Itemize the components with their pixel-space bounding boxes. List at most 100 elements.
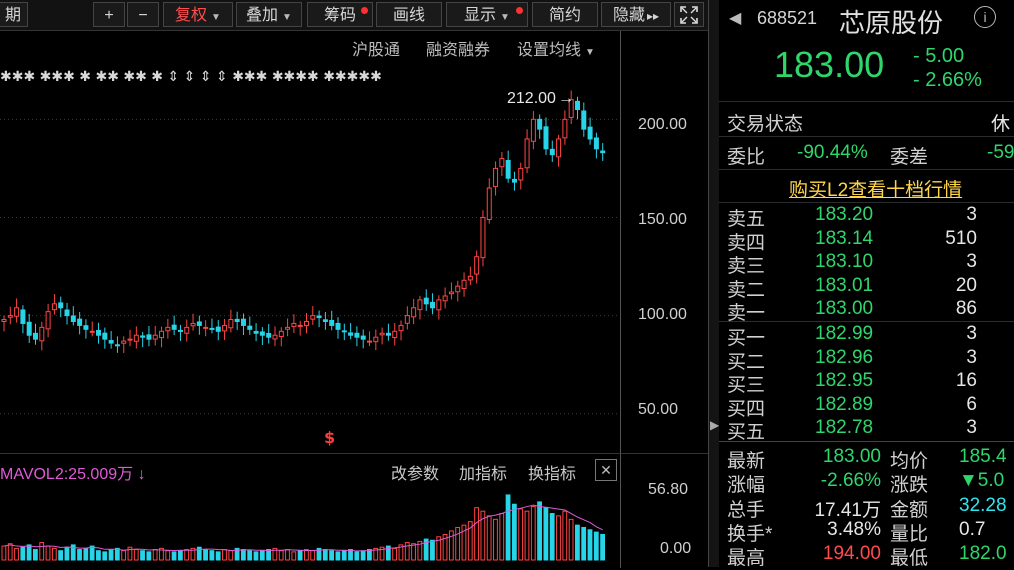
display-button[interactable]: 显示 ▼ <box>446 2 528 27</box>
candle-body <box>127 338 133 341</box>
candle-body <box>45 311 51 330</box>
volume-bar <box>417 540 423 561</box>
divider <box>719 169 1014 170</box>
volume-bar <box>146 551 152 561</box>
stat-label: 涨跌 <box>890 475 929 497</box>
candlestick-chart[interactable]: ✱✱✱ ✱✱✱ ✱ ✱✱ ✱✱ ✱ ⇕ ⇕ ⇕ ⇕ ✱✱✱ ✱✱✱✱ ✱✱✱✱✱… <box>0 31 620 453</box>
period-button[interactable]: 期 <box>0 2 28 27</box>
volume-axis <box>620 453 709 568</box>
volume-bar <box>140 550 145 561</box>
candle-body <box>455 285 461 293</box>
candle-body <box>411 307 417 318</box>
order-level-label: 卖五 <box>727 209 766 230</box>
switch-indicator-button[interactable]: 换指标 <box>528 466 577 483</box>
stat-label: 总手 <box>727 499 766 521</box>
volume-bar <box>505 494 511 561</box>
volume-bar <box>530 506 536 561</box>
set-ma-link[interactable]: 设置均线 ▼ <box>517 42 595 59</box>
candle-body <box>587 126 593 140</box>
volume-bar <box>266 549 271 561</box>
quote-panel: ◀ 688521 芯原股份 i 183.00 - 5.00 - 2.66% 交易… <box>719 0 1014 570</box>
candle-body <box>474 256 480 275</box>
stock-code: 688521 <box>757 8 818 28</box>
overlay-button[interactable]: 叠加 ▼ <box>236 2 302 27</box>
volume-bar <box>190 547 196 561</box>
stat-value: 0.7 <box>959 518 986 540</box>
candle-body <box>171 324 177 330</box>
volume-bar <box>228 550 234 561</box>
volume-bar <box>518 508 524 561</box>
candle-body <box>562 118 568 139</box>
volume-bar <box>247 550 253 561</box>
fullscreen-button[interactable] <box>674 2 704 27</box>
candle-body <box>70 315 76 322</box>
candle-body <box>96 329 102 336</box>
margin-trading-link[interactable]: 融资融券 <box>426 42 491 59</box>
volume-bar <box>77 549 82 561</box>
volume-bar <box>316 547 322 561</box>
volume-bar <box>348 549 353 561</box>
volume-bar <box>209 550 215 561</box>
volume-bar <box>436 536 442 561</box>
volume-bar <box>543 507 549 561</box>
volume-bar <box>392 547 398 561</box>
candle-body <box>159 330 165 339</box>
candle-body <box>467 275 473 281</box>
candle-body <box>64 309 70 317</box>
close-indicator-button[interactable]: ✕ <box>595 459 617 481</box>
info-icon[interactable]: i <box>974 6 996 28</box>
volume-bar <box>385 545 391 561</box>
volume-header: MAVOL2:25.009万 ↓ 改参数 加指标 换指标 ✕ <box>0 453 620 484</box>
hide-button[interactable]: 隐藏 ▸▸ <box>601 2 671 27</box>
volume-bar <box>20 546 26 561</box>
order-level-label: 卖三 <box>727 256 766 277</box>
edit-params-button[interactable]: 改参数 <box>391 466 440 483</box>
zoom-out-button[interactable]: − <box>127 2 159 27</box>
collapse-arrow-icon[interactable]: ▶ <box>710 418 720 432</box>
order-level-label: 买一 <box>727 328 766 349</box>
divider <box>719 202 1014 203</box>
volume-bar <box>297 550 303 561</box>
volume-bar <box>159 547 164 561</box>
simple-mode-button[interactable]: 简约 <box>532 2 598 27</box>
candle-body <box>480 216 486 259</box>
candle-body <box>108 340 114 344</box>
trade-status-label: 交易状态 <box>727 114 804 135</box>
volume-bar <box>335 551 341 561</box>
volume-bar <box>33 549 38 561</box>
volume-bar <box>165 550 171 561</box>
hgt-link[interactable]: 沪股通 <box>352 42 401 59</box>
volume-bar <box>196 546 202 561</box>
fuquan-button[interactable]: 复权 ▼ <box>163 2 233 27</box>
candle-body <box>240 318 246 326</box>
order-level-volume: 510 <box>945 227 977 249</box>
volume-bar <box>480 510 486 561</box>
back-arrow-icon[interactable]: ◀ <box>729 10 742 27</box>
price-change-pct: - 2.66% <box>913 69 982 91</box>
candle-body <box>530 118 536 142</box>
weicha-label: 委差 <box>890 147 929 168</box>
divider <box>719 101 1014 102</box>
order-level-volume: 3 <box>966 251 977 272</box>
volume-bar <box>379 546 385 561</box>
candle-body <box>177 329 183 332</box>
candle-body <box>297 324 303 327</box>
candle-body <box>77 318 83 326</box>
candle-body <box>1 319 7 322</box>
buy-l2-link[interactable]: 购买L2查看十档行情 <box>789 180 963 201</box>
volume-bar <box>398 544 404 561</box>
stat-label: 金额 <box>890 499 929 521</box>
volume-bar <box>411 543 416 561</box>
candle-body <box>152 334 158 340</box>
candle-body <box>285 326 291 330</box>
stat-value: ▼5.0 <box>959 470 1005 492</box>
draw-line-button[interactable]: 画线 <box>376 2 442 27</box>
chip-distribution-button[interactable]: 筹码 <box>307 2 373 27</box>
add-indicator-button[interactable]: 加指标 <box>459 466 508 483</box>
stat-label: 最高 <box>727 548 766 570</box>
volume-bar <box>467 521 473 561</box>
zoom-in-button[interactable]: + <box>93 2 125 27</box>
order-level-label: 卖一 <box>727 303 766 324</box>
weibi-value: -90.44% <box>797 142 868 163</box>
volume-bar <box>291 551 297 561</box>
